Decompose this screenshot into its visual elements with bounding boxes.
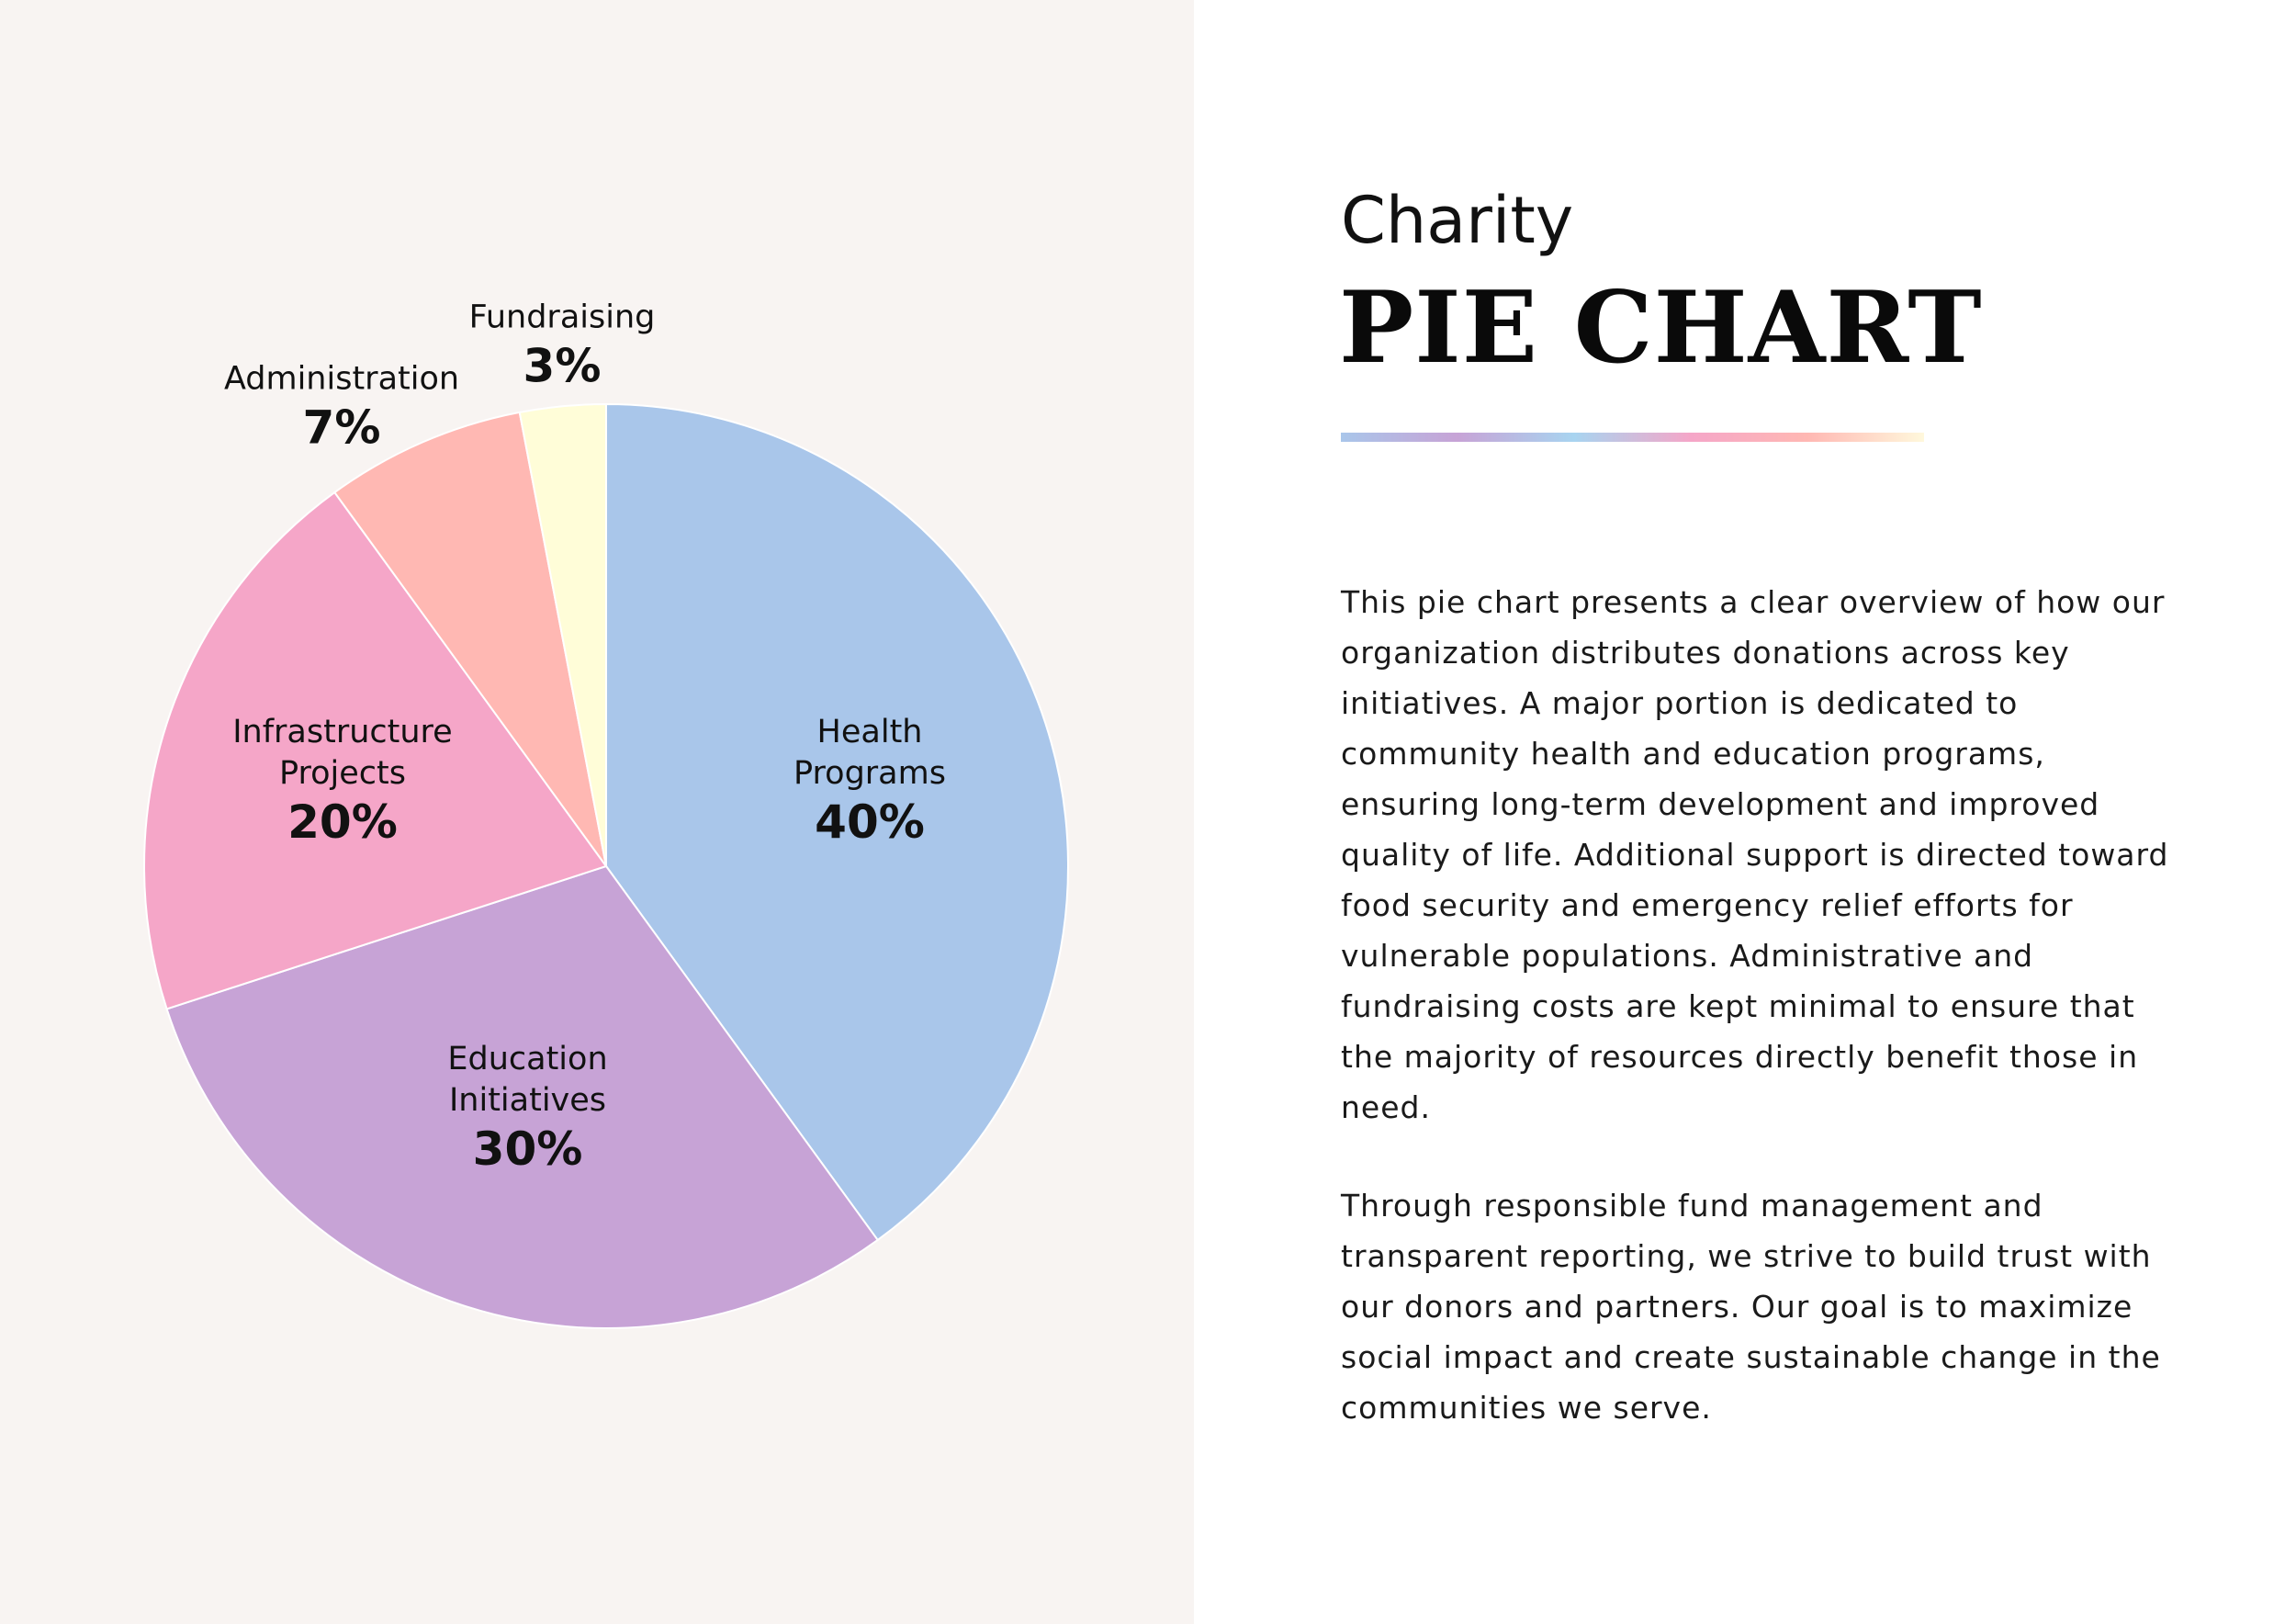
slice-name: Infrastructure Projects bbox=[232, 713, 453, 792]
description-paragraph-1: This pie chart presents a clear overview… bbox=[1341, 584, 2169, 1125]
slice-value: 7% bbox=[302, 400, 381, 455]
slice-value: 40% bbox=[815, 795, 925, 849]
pie-slice-fundraising bbox=[518, 402, 607, 867]
pie-slice-health-programs bbox=[605, 402, 1069, 1242]
slice-name: Health Programs bbox=[793, 713, 946, 792]
page-title: PIE CHART bbox=[1339, 270, 1983, 386]
page-subtitle: Charity bbox=[1341, 183, 1574, 258]
slice-value: 3% bbox=[523, 339, 602, 393]
description-paragraph-2: Through responsible fund management and … bbox=[1341, 1188, 2161, 1426]
pie-chart bbox=[143, 402, 1069, 1330]
accent-divider bbox=[1341, 433, 1924, 442]
pie-slice-administration bbox=[332, 411, 607, 867]
slice-label-health-programs: Health Programs 40% bbox=[793, 712, 946, 850]
slice-label-education-initiatives: Education Initiatives 30% bbox=[447, 1039, 607, 1177]
info-panel: Charity PIE CHART This pie chart present… bbox=[1194, 0, 2296, 1624]
slice-value: 20% bbox=[287, 795, 398, 849]
slice-value: 30% bbox=[472, 1122, 583, 1177]
pie-slice-education-initiatives bbox=[165, 864, 880, 1330]
slice-label-fundraising: Fundraising 3% bbox=[469, 298, 656, 394]
slice-name: Fundraising bbox=[468, 299, 656, 336]
slice-label-infrastructure-projects: Infrastructure Projects 20% bbox=[232, 712, 453, 850]
chart-panel: Health Programs 40% Education Initiatives 3… bbox=[0, 0, 1194, 1624]
slice-name: Administration bbox=[223, 360, 460, 398]
slice-label-administration: Administration 7% bbox=[224, 359, 459, 456]
pie-slice-infrastructure-projects bbox=[143, 491, 608, 1010]
slice-name: Education Initiatives bbox=[447, 1041, 608, 1120]
